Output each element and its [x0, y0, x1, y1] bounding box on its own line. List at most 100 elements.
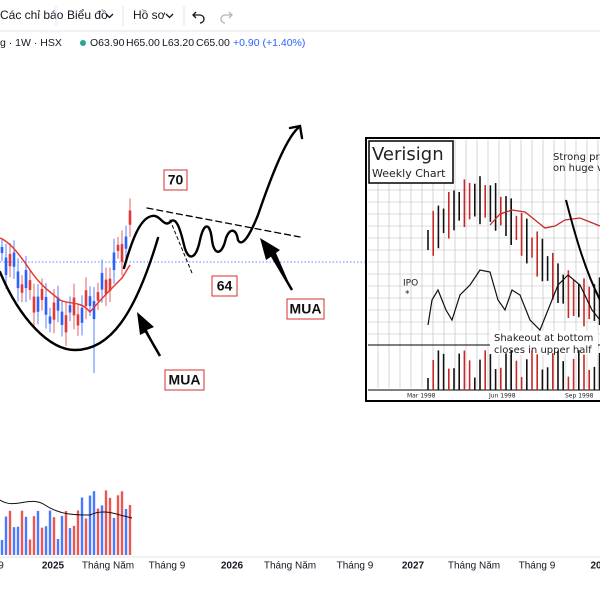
candle-body — [96, 292, 100, 301]
volume-average — [0, 499, 133, 519]
inset-note: Shakeout at bottom — [494, 333, 593, 344]
x-axis-label: 2026 — [221, 561, 244, 572]
x-axis-label: 9 — [0, 561, 4, 572]
arrow — [143, 329, 162, 357]
inset-note: IPO — [403, 279, 418, 289]
x-axis-label: Tháng 9 — [337, 561, 374, 572]
chevron — [165, 13, 174, 19]
x-axis-label: 2027 — [402, 561, 425, 572]
candle-body — [12, 252, 16, 267]
volume-bar — [92, 491, 96, 555]
candle-body — [116, 244, 120, 251]
candle-body — [68, 305, 72, 313]
candle-body — [60, 311, 64, 325]
volume-bar — [20, 510, 24, 555]
inset-note: closes in upper half — [494, 345, 592, 356]
inset-chart: Verisign Weekly Chart Strong pri on huge… — [365, 137, 600, 402]
candle-body — [36, 296, 40, 312]
x-axis-label: Tháng Năm — [264, 561, 316, 572]
chevron — [105, 13, 114, 19]
candle-body — [88, 296, 92, 307]
volume-bar — [8, 510, 12, 555]
x-axis-label: 2025 — [42, 561, 65, 572]
candle-body — [64, 315, 68, 333]
candle-body — [28, 280, 32, 290]
volume-bar — [84, 518, 88, 555]
drawings — [0, 124, 304, 352]
inset-date: Sep 1998 — [565, 393, 594, 400]
volume-bar — [96, 508, 100, 555]
volume-bar — [36, 510, 40, 555]
indicators-button[interactable]: Các chỉ báo — [0, 8, 64, 22]
volume-bar — [52, 517, 56, 555]
moving-average — [0, 237, 131, 314]
candle-body — [40, 288, 44, 300]
candle-body — [104, 279, 108, 294]
x-axis-label: Tháng 9 — [149, 561, 186, 572]
undo-button[interactable] — [192, 11, 205, 24]
volume-bar — [24, 516, 28, 555]
ohlc-close: C65.00 — [196, 37, 230, 49]
volume-bar — [28, 539, 32, 555]
candle-body — [92, 301, 96, 320]
volume-bar — [12, 527, 16, 555]
volume-bar — [112, 517, 116, 555]
candle-body — [48, 316, 52, 324]
candle-body — [4, 257, 8, 276]
volume-bar — [4, 516, 8, 555]
candle-body — [76, 314, 80, 326]
candle-body — [80, 307, 84, 323]
volume-bar — [120, 491, 124, 555]
ohlc-low: L63.20 — [162, 37, 194, 49]
candle-body — [20, 284, 24, 293]
level-label: 70 — [168, 172, 184, 188]
volume-bar — [128, 504, 132, 555]
candle-body — [8, 254, 12, 267]
volume-bar — [44, 526, 48, 555]
volume-bar — [76, 510, 80, 555]
label-box — [211, 275, 238, 297]
candle-body — [52, 302, 56, 320]
buy-label: MUA — [290, 301, 322, 317]
candle-body — [16, 271, 20, 289]
volume-bar — [100, 505, 104, 555]
x-axis-label: 20 — [590, 561, 600, 572]
ohlc-open: O63.90 — [90, 37, 125, 49]
volume-bar — [56, 538, 60, 555]
volume-bar — [80, 497, 84, 555]
label-box — [163, 169, 188, 191]
candle-body — [32, 296, 36, 313]
redo-button[interactable] — [220, 11, 233, 24]
profile-button[interactable]: Hồ sơ — [133, 8, 166, 22]
volume-bar — [124, 509, 128, 555]
status-dot — [80, 40, 86, 46]
candle-body — [0, 247, 4, 253]
inset-subtitle: Weekly Chart — [372, 167, 446, 180]
level-label: 64 — [217, 278, 233, 294]
buy-label: MUA — [169, 372, 201, 388]
inset-title: Verisign — [372, 144, 444, 165]
volume-bar — [108, 497, 112, 555]
toolbar: Các chỉ báo Biểu đồ Hồ sơ — [0, 6, 600, 32]
inset-note: * — [405, 290, 410, 300]
x-axis: 9 2025 Tháng Năm Tháng 9 2026 Tháng Năm Tháng … — [0, 556, 600, 572]
x-axis-label: Tháng 9 — [519, 561, 556, 572]
arrow — [270, 255, 294, 291]
inset-date: Jun 1998 — [488, 393, 516, 400]
volume-bar — [0, 540, 4, 555]
chart-button[interactable]: Biểu đồ — [67, 8, 108, 22]
volume-bar — [72, 525, 76, 555]
ohlc-high: H65.00 — [126, 37, 160, 49]
candle-body — [72, 297, 76, 316]
label-box — [286, 298, 325, 320]
label-box — [164, 369, 205, 391]
candle-body — [124, 236, 128, 249]
x-axis-label: Tháng Năm — [82, 561, 134, 572]
candle-body — [128, 210, 132, 225]
inset-date: Mar 1998 — [407, 393, 436, 400]
legend-header: g · 1W · HSX O63.90 H65.00 L63.20 C65.00… — [0, 37, 305, 49]
arrow — [260, 238, 292, 290]
volume-bar — [68, 528, 72, 555]
candles — [0, 198, 132, 374]
